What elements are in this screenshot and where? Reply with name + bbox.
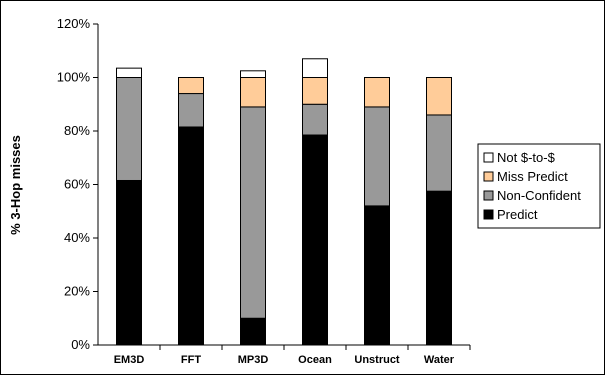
bar-segment-predict-em3d [116, 179, 142, 346]
bar-segment-miss-predict-mp3d [240, 77, 266, 108]
bar-segment-not-to-mp3d [240, 70, 266, 78]
legend-swatch [483, 190, 494, 201]
y-tick-label: 40% [64, 230, 90, 245]
y-axis-title: % 3-Hop misses [8, 135, 23, 235]
bar-segment-miss-predict-unstruct [364, 77, 390, 108]
x-category-label: EM3D [114, 354, 145, 366]
legend-swatch [483, 209, 494, 220]
x-category-label: MP3D [238, 354, 269, 366]
y-axis-ticks: 0% 20% 40% 60% 80% 100% 120% [57, 16, 98, 352]
bar-segment-not-to-ocean [302, 58, 328, 79]
legend-label: Predict [497, 207, 538, 222]
legend-swatch [483, 152, 494, 163]
y-tick-label: 0% [71, 337, 90, 352]
legend-swatch [483, 171, 494, 182]
legend-box [477, 143, 601, 229]
legend: Not $-to-$ Miss Predict Non-Confident Predi… [477, 143, 601, 229]
bar-segment-non-confident-em3d [116, 77, 142, 181]
y-tick-label: 60% [64, 177, 90, 192]
bar-segment-miss-predict-ocean [302, 77, 328, 105]
legend-label: Miss Predict [497, 169, 568, 184]
y-tick-label: 20% [64, 284, 90, 299]
bar-segment-predict-mp3d [240, 317, 266, 346]
bars [116, 58, 452, 346]
bar-segment-predict-fft [178, 126, 204, 346]
bar-segment-non-confident-fft [178, 93, 204, 128]
y-tick-label: 120% [57, 16, 91, 31]
x-category-label: Ocean [298, 354, 332, 366]
bar-segment-miss-predict-fft [178, 77, 204, 95]
bar-segment-miss-predict-water [426, 77, 452, 116]
bar-segment-non-confident-ocean [302, 103, 328, 136]
bar-segment-non-confident-mp3d [240, 106, 266, 319]
y-tick-label: 100% [57, 70, 91, 85]
bar-segment-predict-ocean [302, 134, 328, 346]
bar-segment-non-confident-water [426, 114, 452, 192]
bar-segment-not-to-em3d [116, 67, 142, 78]
axes [97, 24, 470, 346]
x-category-label: Unstruct [354, 354, 400, 366]
x-axis-labels: EM3D FFT MP3D Ocean Unstruct Water [114, 345, 471, 366]
bar-segment-non-confident-unstruct [364, 106, 390, 207]
x-category-label: Water [424, 354, 455, 366]
legend-label: Non-Confident [497, 188, 581, 203]
bar-segment-predict-unstruct [364, 205, 390, 346]
bar-segment-predict-water [426, 190, 452, 346]
y-tick-label: 80% [64, 123, 90, 138]
x-category-label: FFT [181, 354, 201, 366]
legend-label: Not $-to-$ [497, 150, 556, 165]
